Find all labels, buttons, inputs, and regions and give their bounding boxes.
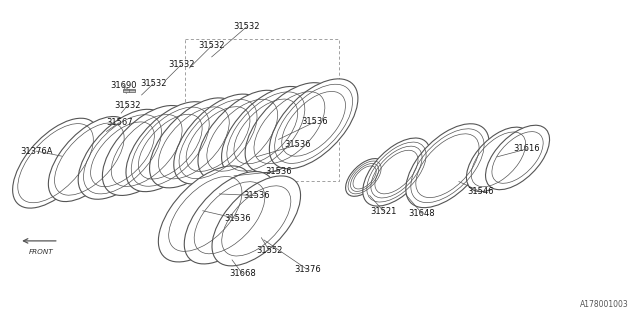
Text: 31532: 31532 [198,41,225,50]
Text: 31536: 31536 [243,191,269,200]
Text: 31532: 31532 [168,60,195,69]
Ellipse shape [49,116,131,202]
Text: 31552: 31552 [256,246,282,255]
Text: 31648: 31648 [409,209,435,218]
Ellipse shape [269,79,358,169]
Text: 31536: 31536 [284,140,311,149]
Ellipse shape [363,138,430,206]
Ellipse shape [406,124,489,208]
Text: 31616: 31616 [514,144,540,153]
Ellipse shape [467,127,531,192]
Ellipse shape [158,166,252,262]
Text: 31536: 31536 [224,214,250,223]
Ellipse shape [346,159,383,196]
Ellipse shape [174,94,262,184]
Ellipse shape [126,102,214,192]
Ellipse shape [150,98,238,188]
Text: 31546: 31546 [467,187,494,196]
Ellipse shape [198,90,287,180]
Ellipse shape [184,172,275,264]
Ellipse shape [212,176,301,266]
Text: 31668: 31668 [229,269,255,278]
FancyBboxPatch shape [123,89,134,92]
Ellipse shape [245,83,333,172]
Text: 31567: 31567 [106,118,132,127]
Text: 31532: 31532 [115,101,141,110]
Ellipse shape [102,106,191,196]
Text: 31690: 31690 [111,81,137,90]
Text: 31532: 31532 [140,79,166,88]
Text: 31521: 31521 [371,207,397,216]
Text: A178001003: A178001003 [580,300,629,309]
Text: 31536: 31536 [265,167,292,176]
Text: 31376A: 31376A [20,147,52,156]
Text: FRONT: FRONT [29,250,53,255]
Ellipse shape [13,118,99,208]
Ellipse shape [78,109,167,199]
Text: 31536: 31536 [301,117,328,126]
Ellipse shape [486,125,550,190]
Text: 31532: 31532 [234,22,260,31]
Text: 31376: 31376 [294,265,321,274]
Ellipse shape [221,86,310,176]
